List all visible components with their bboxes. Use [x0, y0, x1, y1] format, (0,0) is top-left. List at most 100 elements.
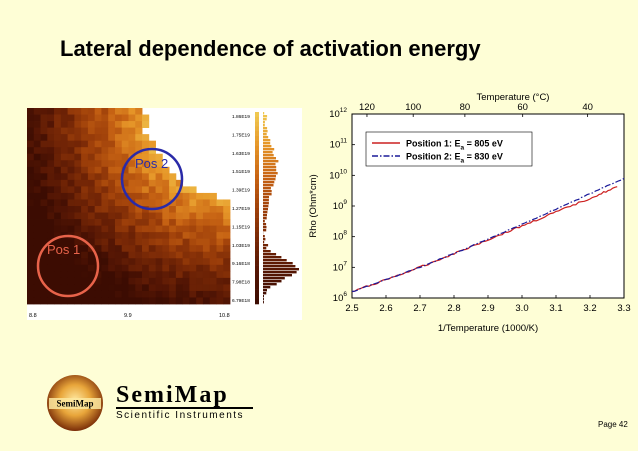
histogram-bar: [263, 175, 276, 178]
map-cell: [47, 160, 55, 168]
map-cell: [175, 258, 184, 266]
map-cell: [189, 297, 197, 305]
map-cell: [223, 206, 231, 213]
colorbar-tick-label: 1.03E19: [232, 243, 250, 249]
map-cell: [209, 232, 217, 240]
map-cell: [114, 225, 123, 233]
map-cell: [202, 258, 211, 266]
colorbar-segment: [255, 299, 259, 305]
map-cell: [162, 251, 170, 259]
histogram-bar: [263, 157, 276, 160]
map-cell: [121, 271, 129, 279]
map-cell: [81, 264, 89, 272]
map-cell: [121, 297, 129, 305]
map-cell: [60, 225, 68, 233]
map-cell: [223, 212, 231, 220]
histogram-bar: [263, 292, 267, 295]
map-cell: [223, 297, 231, 305]
map-cell: [148, 212, 156, 220]
map-cell: [60, 297, 68, 305]
map-cell: [196, 238, 204, 246]
map-cell: [175, 251, 184, 259]
colorbar-segment: [255, 232, 259, 238]
map-cell: [27, 166, 35, 174]
map-cell: [162, 232, 170, 240]
map-cell: [27, 121, 35, 128]
histogram-bar: [263, 121, 265, 124]
map-cell: [101, 251, 109, 259]
map-cell: [74, 153, 82, 161]
map-cell: [27, 232, 35, 240]
colorbar-segment: [255, 217, 259, 223]
map-cell: [114, 245, 123, 253]
map-cell: [40, 206, 48, 213]
map-cell: [60, 179, 68, 187]
map-cell: [182, 186, 190, 194]
map-cell: [189, 245, 197, 253]
pos1-label: Pos 1: [47, 242, 80, 257]
map-cell: [135, 114, 143, 122]
map-cell: [101, 219, 109, 226]
map-cell: [33, 127, 41, 135]
map-cell: [40, 232, 48, 240]
colorbar-tick-label: 1.51E19: [232, 169, 250, 175]
map-cell: [155, 290, 163, 298]
map-cell: [155, 160, 163, 168]
histogram-bar: [263, 205, 269, 208]
map-cell: [121, 251, 129, 259]
map-cell: [54, 264, 62, 272]
map-cell: [54, 199, 62, 207]
map-cell: [101, 212, 109, 220]
y-tick-label: 1010: [329, 168, 347, 181]
map-cell: [121, 284, 129, 292]
colorbar-ticks: 1.86E19 1.75E19 1.63E19 1.51E19 1.39E19 1.27E…: [232, 114, 250, 304]
map-cell: [121, 134, 129, 142]
top-tick-label: 80: [460, 102, 471, 113]
map-cell: [175, 225, 184, 233]
map-cell: [87, 284, 96, 292]
map-cell: [33, 160, 41, 168]
map-cell: [47, 219, 55, 226]
map-cell: [81, 166, 89, 174]
map-cell: [202, 232, 211, 240]
map-cell: [169, 199, 177, 207]
map-cell: [155, 232, 163, 240]
map-cell: [216, 297, 224, 305]
histogram-bar: [263, 298, 264, 301]
map-cell: [148, 147, 156, 155]
map-cell: [47, 290, 55, 298]
histogram-bar: [263, 265, 296, 268]
map-cell: [121, 179, 129, 187]
colorbar-segment: [255, 260, 259, 266]
map-cell: [47, 232, 55, 240]
map-cell: [114, 277, 123, 285]
map-cell: [182, 199, 190, 207]
map-cell: [60, 108, 68, 115]
map-cell: [74, 212, 82, 220]
map-cell: [182, 219, 190, 226]
map-cell: [135, 192, 143, 200]
map-cell: [67, 166, 75, 174]
page-number: Page 42: [598, 420, 628, 429]
map-cell: [128, 147, 136, 155]
histogram-bar: [263, 145, 272, 148]
map-cell: [142, 212, 150, 220]
map-cell: [47, 271, 55, 279]
map-cell: [128, 140, 136, 148]
map-cell: [202, 192, 211, 200]
map-cell: [155, 297, 163, 305]
map-cell: [148, 284, 156, 292]
map-cell: [223, 251, 231, 259]
histogram-bar: [263, 193, 272, 196]
map-cell: [162, 166, 170, 174]
map-cell: [87, 251, 96, 259]
map-cell: [128, 258, 136, 266]
map-cell: [114, 186, 123, 194]
y-tick-label: 108: [333, 230, 348, 243]
map-cell: [94, 186, 102, 194]
map-cell: [148, 238, 156, 246]
map-cell: [74, 219, 82, 226]
map-cell: [135, 140, 143, 148]
map-cell: [155, 219, 163, 226]
map-cell: [135, 238, 143, 246]
